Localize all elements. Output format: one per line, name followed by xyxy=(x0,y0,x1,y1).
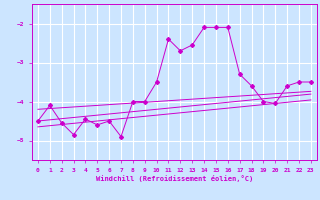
X-axis label: Windchill (Refroidissement éolien,°C): Windchill (Refroidissement éolien,°C) xyxy=(96,175,253,182)
